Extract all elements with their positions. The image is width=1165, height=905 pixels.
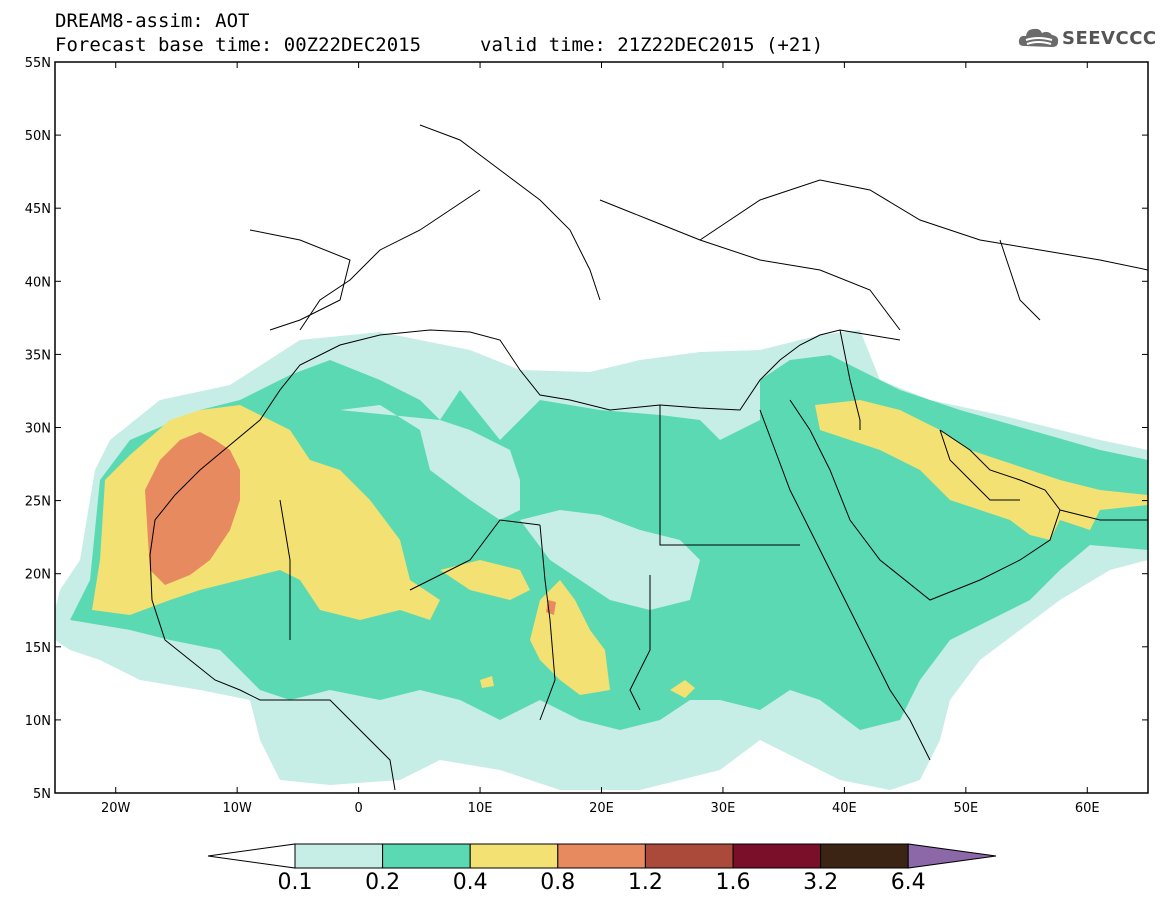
colorbar-swatch bbox=[732, 843, 822, 869]
colorbar-threshold-label: 0.2 bbox=[365, 870, 401, 895]
aot-band-0-1-patch bbox=[340, 405, 520, 520]
colorbar-swatch bbox=[557, 843, 646, 869]
colorbar-arrow-low bbox=[207, 843, 296, 869]
lat-tick-label: 10N bbox=[25, 714, 51, 729]
lon-tick-label: 20W bbox=[101, 801, 131, 816]
aot-field bbox=[55, 330, 1148, 790]
lat-tick-label: 50N bbox=[25, 129, 51, 144]
lon-tick-label: 60E bbox=[1075, 801, 1100, 816]
lon-tick-label: 50E bbox=[953, 801, 978, 816]
colorbar-swatch bbox=[469, 843, 559, 869]
colorbar-threshold-label: 1.6 bbox=[715, 870, 751, 895]
forecast-base-time: Forecast base time: 00Z22DEC2015 bbox=[55, 34, 422, 56]
valid-time: valid time: 21Z22DEC2015 (+21) bbox=[480, 34, 824, 56]
aot-band-0-8 bbox=[145, 432, 240, 585]
map-title: DREAM8-assim: AOT bbox=[55, 10, 250, 32]
latitude-axis: 5N 10N 15N 20N 25N 30N 35N 40N 45N 50N 55N bbox=[25, 56, 1148, 802]
lon-tick-label: 10E bbox=[468, 801, 493, 816]
colorbar-threshold-label: 3.2 bbox=[803, 870, 839, 895]
lon-tick-label: 30E bbox=[711, 801, 736, 816]
lat-tick-label: 35N bbox=[25, 348, 51, 363]
colorbar-threshold-label: 6.4 bbox=[890, 870, 926, 895]
lat-tick-label: 55N bbox=[25, 56, 51, 71]
aot-band-0-4-small bbox=[480, 676, 494, 688]
lon-tick-label: 20E bbox=[589, 801, 614, 816]
cloud-icon bbox=[1018, 28, 1059, 47]
lat-tick-label: 40N bbox=[25, 275, 51, 290]
aot-band-0-1-patch bbox=[520, 510, 700, 610]
colorbar-threshold-label: 1.2 bbox=[627, 870, 663, 895]
colorbar bbox=[207, 843, 997, 869]
colorbar-swatch bbox=[820, 843, 909, 869]
lon-tick-label: 0 bbox=[354, 801, 362, 816]
lat-tick-label: 20N bbox=[25, 568, 51, 583]
lat-tick-label: 5N bbox=[33, 787, 51, 802]
lat-tick-label: 30N bbox=[25, 422, 51, 437]
aot-band-0-4-central bbox=[440, 560, 530, 600]
seevccc-logo: SEEVCCC bbox=[1018, 24, 1156, 54]
lat-tick-label: 45N bbox=[25, 202, 51, 217]
colorbar-threshold-label: 0.1 bbox=[277, 870, 313, 895]
logo-text: SEEVCCC bbox=[1062, 28, 1157, 49]
aot-band-0-4-arabia bbox=[815, 400, 1148, 540]
lat-tick-label: 15N bbox=[25, 641, 51, 656]
lat-tick-label: 25N bbox=[25, 495, 51, 510]
colorbar-swatch bbox=[382, 843, 471, 869]
lon-tick-label: 40E bbox=[832, 801, 857, 816]
aot-band-0-4-small bbox=[670, 680, 695, 698]
colorbar-threshold-label: 0.8 bbox=[540, 870, 576, 895]
lon-tick-label: 10W bbox=[222, 801, 252, 816]
colorbar-arrow-high bbox=[907, 843, 997, 869]
longitude-axis: 20W 10W 0 10E 20E 30E 40E 50E 60E bbox=[101, 62, 1100, 816]
coastlines bbox=[149, 124, 1148, 791]
colorbar-swatch bbox=[294, 843, 384, 869]
colorbar-swatch bbox=[644, 843, 734, 869]
colorbar-threshold-label: 0.4 bbox=[452, 870, 488, 895]
